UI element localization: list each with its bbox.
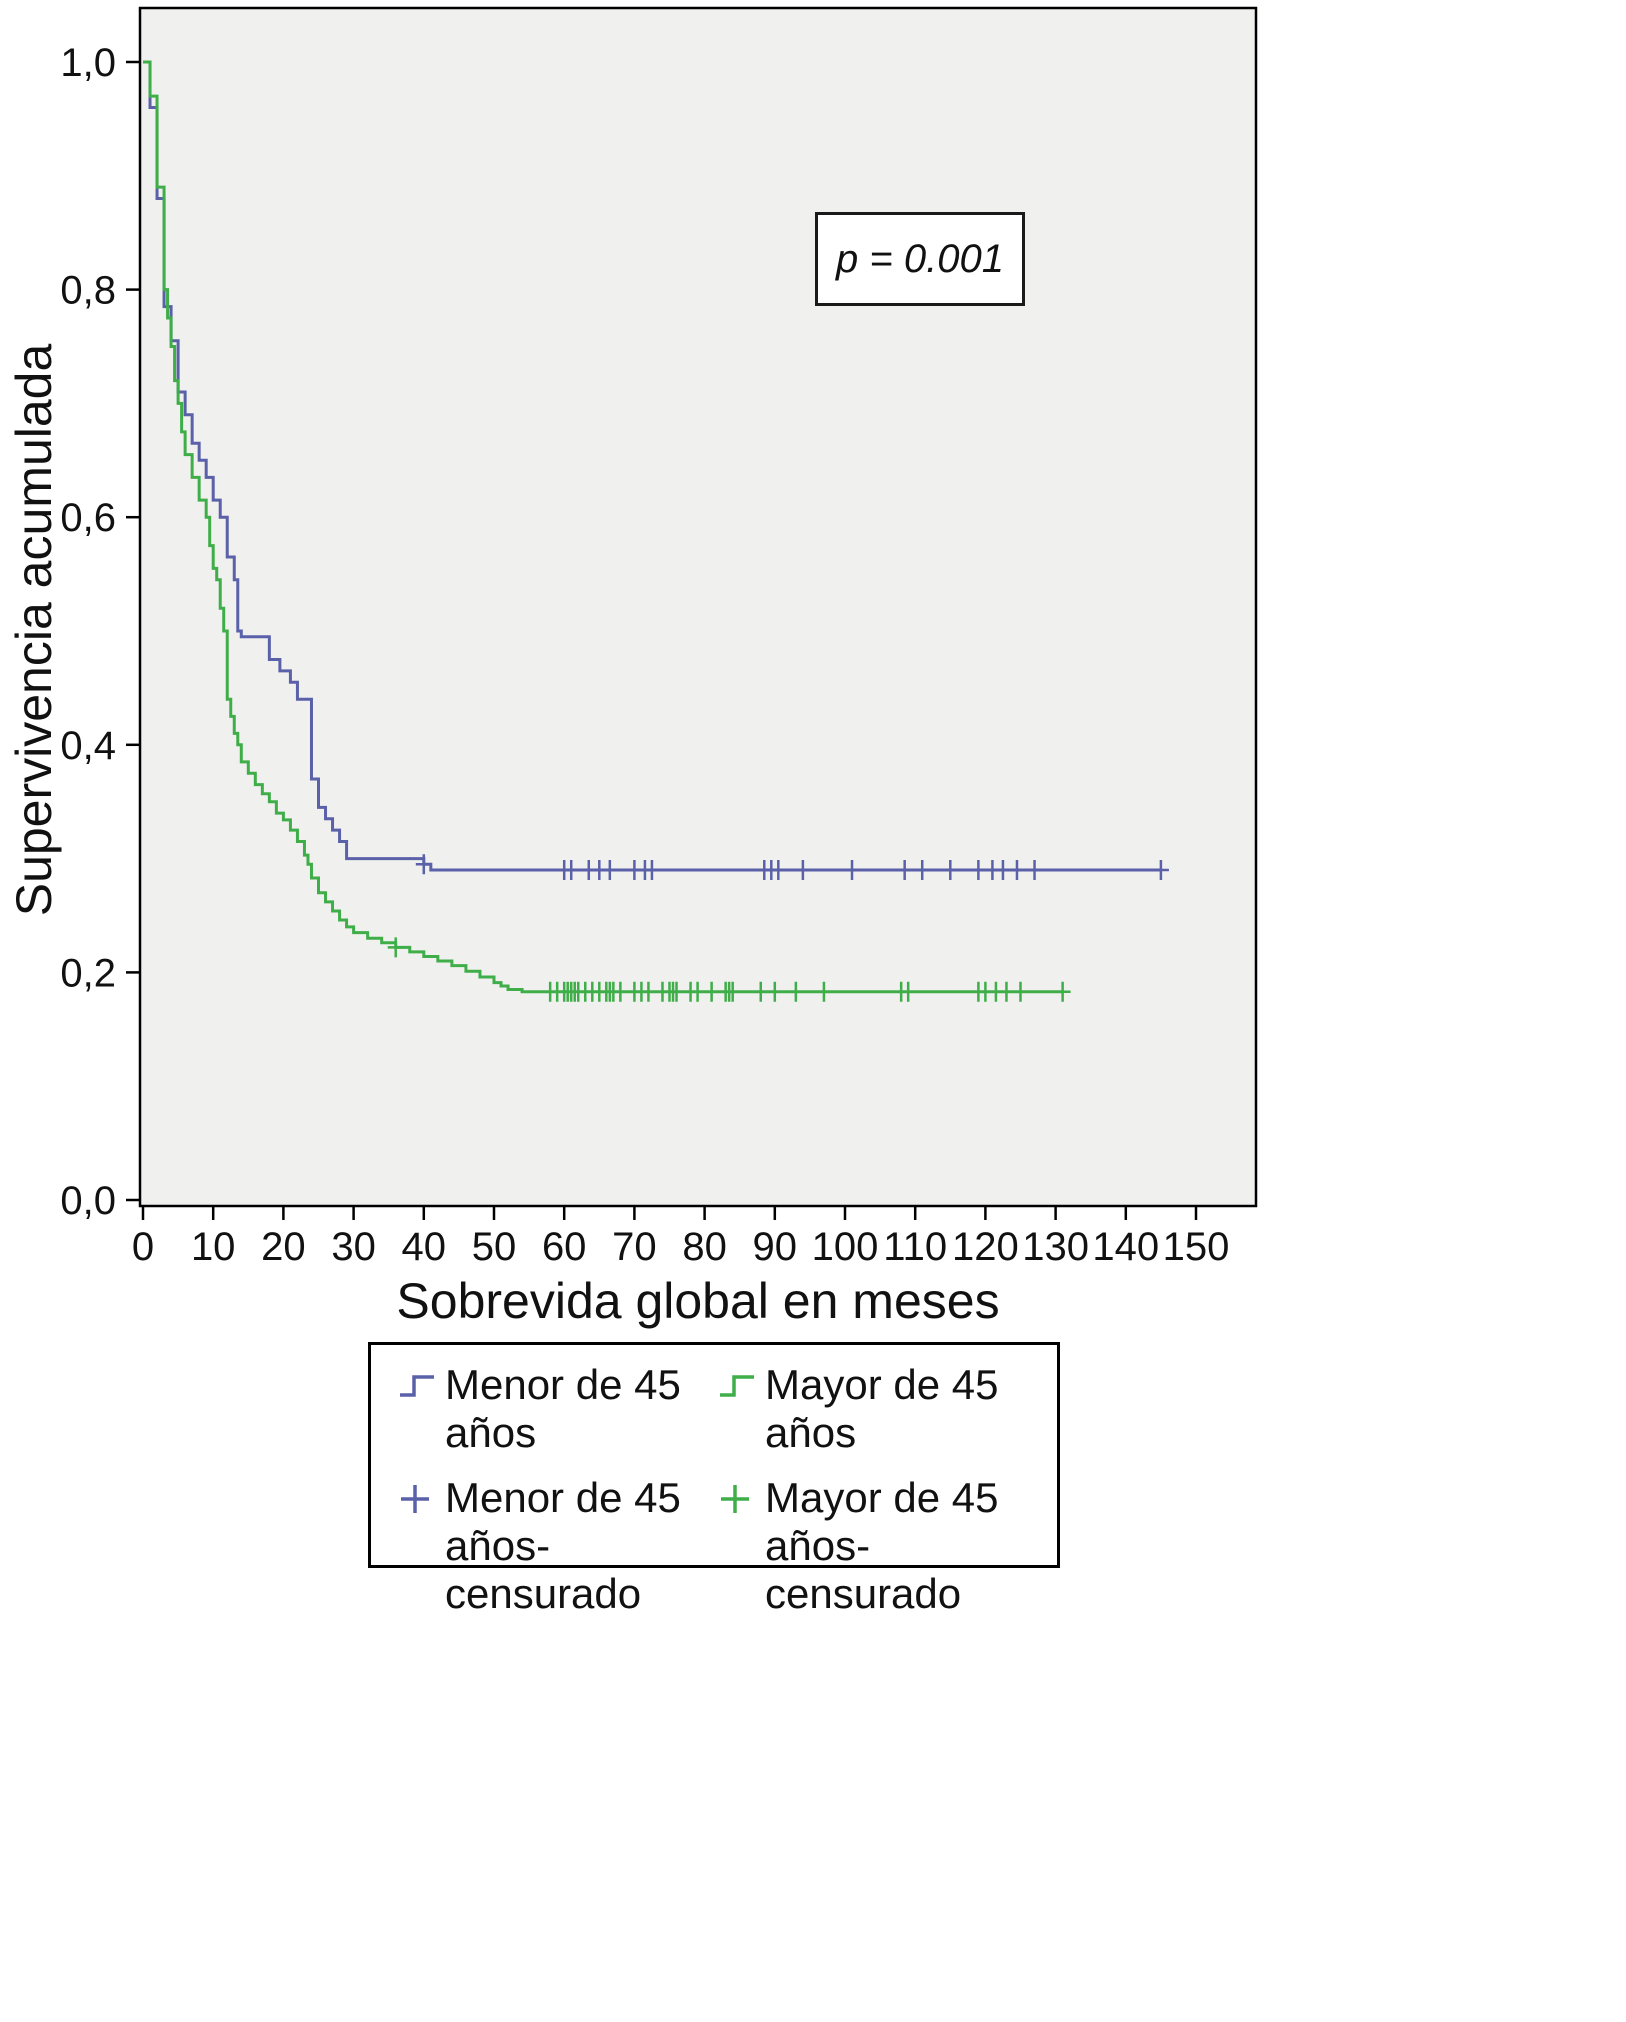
censor-mark: [689, 981, 706, 1002]
x-tick-label: 140: [1092, 1225, 1159, 1269]
censor-mark: [896, 859, 913, 880]
legend-item-menor-45-censurado: Menor de 45 años-censurado: [397, 1474, 717, 1619]
legend-label: Menor de 45 años: [445, 1361, 681, 1457]
censor-mark: [914, 859, 931, 880]
censor-mark: [766, 981, 783, 1002]
y-axis-title: Supervivencia acumulada: [6, 343, 62, 917]
x-tick-label: 0: [132, 1225, 154, 1269]
plot-frame: [138, 6, 1258, 1208]
censor-mark: [1152, 859, 1169, 880]
censor-mark: [787, 981, 804, 1002]
x-tick-label: 110: [883, 1225, 947, 1269]
censor-mark: [1054, 981, 1071, 1002]
censor-mark: [703, 981, 720, 1002]
censor-mark: [1008, 859, 1025, 880]
x-tick-label: 10: [191, 1225, 236, 1269]
plus-censor-icon: [721, 1484, 749, 1513]
x-tick-label: 20: [261, 1225, 306, 1269]
x-tick-label: 150: [1163, 1225, 1230, 1269]
x-tick-label: 90: [753, 1225, 798, 1269]
x-tick-label: 30: [331, 1225, 376, 1269]
censor-mark: [998, 981, 1015, 1002]
censor-mark: [815, 981, 832, 1002]
censor-mark: [942, 859, 959, 880]
legend: Menor de 45 años Mayor de 45 años Menor …: [368, 1342, 1060, 1617]
step-line-icon: [400, 1375, 434, 1397]
step-line-glyph: [720, 1375, 754, 1397]
x-axis-title: Sobrevida global en meses: [396, 1273, 1000, 1329]
censor-mark: [563, 859, 580, 880]
y-tick-label: 0,2: [60, 951, 116, 995]
y-tick-label: 0,0: [60, 1179, 116, 1223]
legend-item-mayor-45-censurado: Mayor de 45 años-censurado: [717, 1474, 1037, 1619]
censor-mark: [900, 981, 917, 1002]
plus-glyph: [401, 1484, 429, 1513]
censor-mark: [387, 937, 404, 958]
p-value-annotation-box: p = 0.001: [815, 212, 1025, 306]
step-line-glyph: [400, 1375, 434, 1397]
y-tick-label: 0,6: [60, 496, 116, 540]
plus-censor-icon: [401, 1484, 429, 1513]
x-tick-label: 80: [682, 1225, 727, 1269]
censor-mark: [752, 981, 769, 1002]
x-tick-label: 130: [1022, 1225, 1089, 1269]
censor-mark: [970, 859, 987, 880]
x-tick-label: 40: [402, 1225, 447, 1269]
p-value-text: p = 0.001: [836, 236, 1004, 281]
legend-item-mayor-45: Mayor de 45 años: [717, 1361, 1037, 1458]
x-tick-label: 70: [612, 1225, 657, 1269]
x-tick-label: 100: [812, 1225, 879, 1269]
legend-item-menor-45: Menor de 45 años: [397, 1361, 717, 1458]
x-tick-label: 120: [952, 1225, 1019, 1269]
censor-mark: [415, 854, 432, 875]
step-line-icon: [720, 1375, 754, 1397]
plot-background: [140, 8, 1256, 1206]
x-tick-label: 50: [472, 1225, 517, 1269]
censor-mark: [724, 981, 741, 1002]
y-tick-label: 0,8: [60, 269, 116, 313]
survival-curve-mayor-45: [143, 60, 1063, 994]
survival-curve-menor-45: [143, 60, 1161, 872]
censor-mark: [1012, 981, 1029, 1002]
censor-mark: [994, 859, 1011, 880]
plus-glyph: [721, 1484, 749, 1513]
censor-mark: [640, 981, 657, 1002]
censor-mark: [643, 859, 660, 880]
censor-mark: [612, 981, 629, 1002]
legend-label: Menor de 45 años-censurado: [445, 1473, 681, 1618]
legend-label: Mayor de 45 años-censurado: [765, 1473, 999, 1618]
censor-mark: [844, 859, 861, 880]
censor-mark: [668, 981, 685, 1002]
censor-mark: [601, 859, 618, 880]
legend-label: Mayor de 45 años: [765, 1361, 999, 1457]
censor-mark: [1026, 859, 1043, 880]
x-tick-label: 60: [542, 1225, 587, 1269]
censor-mark: [794, 859, 811, 880]
y-tick-label: 0,4: [60, 724, 116, 768]
y-tick-label: 1,0: [60, 41, 116, 85]
censor-mark: [770, 859, 787, 880]
